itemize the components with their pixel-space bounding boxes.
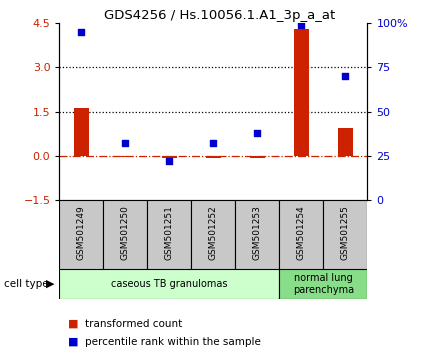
Point <box>342 73 349 79</box>
Point <box>166 158 173 164</box>
Bar <box>235 200 279 269</box>
Text: ■: ■ <box>68 319 79 329</box>
Text: GSM501251: GSM501251 <box>165 205 174 260</box>
Text: GSM501253: GSM501253 <box>253 205 262 260</box>
Text: transformed count: transformed count <box>85 319 182 329</box>
Text: GSM501250: GSM501250 <box>121 205 130 260</box>
Bar <box>323 200 367 269</box>
Text: GSM501255: GSM501255 <box>341 205 350 260</box>
Bar <box>279 269 367 299</box>
Text: ■: ■ <box>68 337 79 347</box>
Point <box>254 130 261 136</box>
Text: ▶: ▶ <box>46 279 55 289</box>
Bar <box>118 156 133 157</box>
Point <box>78 29 85 35</box>
Point <box>210 141 217 146</box>
Bar <box>103 200 147 269</box>
Bar <box>147 200 191 269</box>
Text: GDS4256 / Hs.10056.1.A1_3p_a_at: GDS4256 / Hs.10056.1.A1_3p_a_at <box>104 9 336 22</box>
Text: GSM501249: GSM501249 <box>77 205 86 259</box>
Bar <box>59 200 103 269</box>
Bar <box>294 29 309 156</box>
Point <box>122 141 129 146</box>
Bar <box>206 156 221 158</box>
Bar <box>74 108 89 156</box>
Bar <box>279 200 323 269</box>
Bar <box>250 156 265 158</box>
Text: GSM501254: GSM501254 <box>297 205 306 259</box>
Text: cell type: cell type <box>4 279 49 289</box>
Text: caseous TB granulomas: caseous TB granulomas <box>111 279 227 289</box>
Point <box>298 22 305 28</box>
Text: percentile rank within the sample: percentile rank within the sample <box>85 337 261 347</box>
Bar <box>191 200 235 269</box>
Text: normal lung
parenchyma: normal lung parenchyma <box>293 273 354 295</box>
Text: GSM501252: GSM501252 <box>209 205 218 259</box>
Bar <box>338 128 353 156</box>
Bar <box>59 269 279 299</box>
Bar <box>161 156 177 158</box>
